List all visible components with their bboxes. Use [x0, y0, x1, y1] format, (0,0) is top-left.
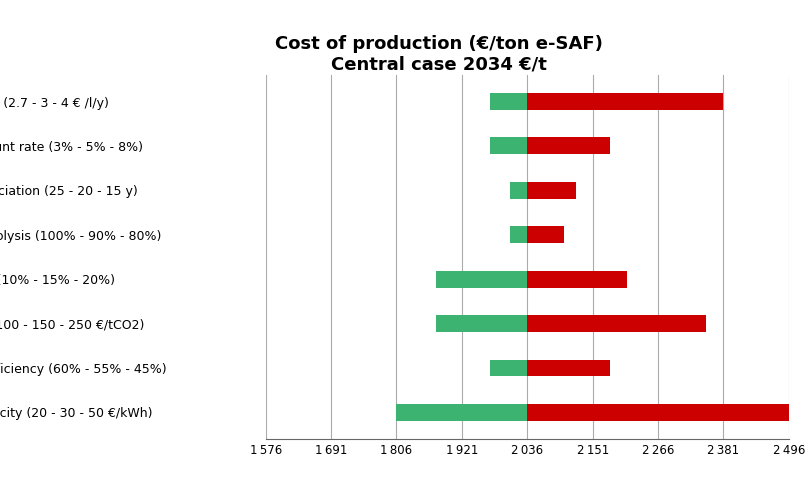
Bar	[527, 138, 609, 154]
Bar	[490, 138, 527, 154]
Bar	[527, 227, 564, 243]
Text: Cost of production (€/ton e-SAF)
Central case 2034 €/t: Cost of production (€/ton e-SAF) Central…	[275, 35, 603, 74]
Bar	[527, 315, 707, 332]
Bar	[527, 404, 789, 421]
Bar	[510, 227, 527, 243]
Bar	[527, 360, 609, 376]
Bar	[510, 182, 527, 199]
Bar	[527, 271, 627, 287]
Bar	[436, 315, 527, 332]
Bar	[527, 182, 576, 199]
Bar	[396, 404, 527, 421]
Bar	[527, 93, 724, 110]
Bar	[436, 271, 527, 287]
Bar	[490, 93, 527, 110]
Bar	[490, 360, 527, 376]
